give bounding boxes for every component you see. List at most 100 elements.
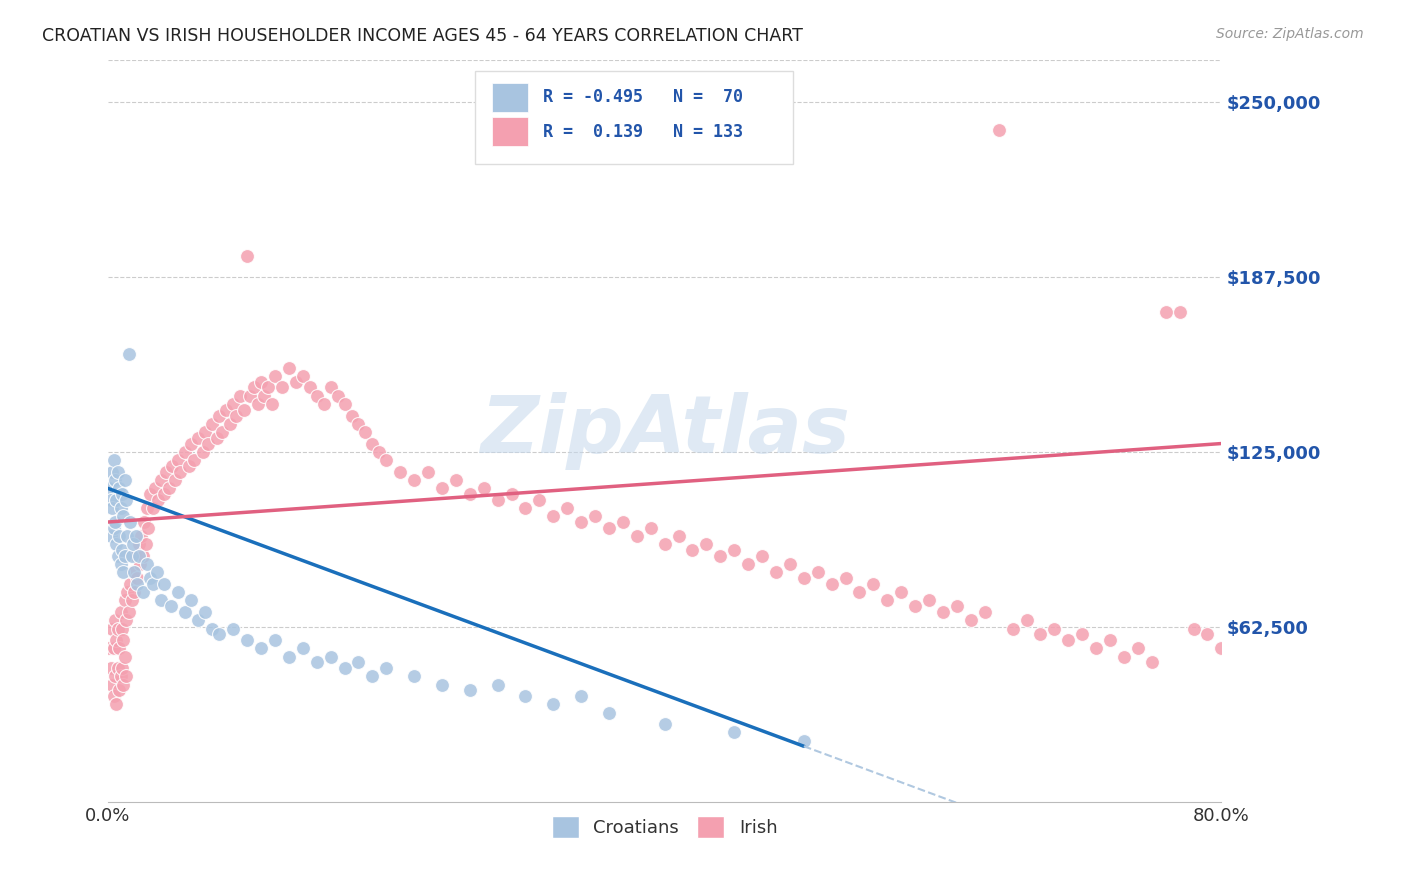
Point <box>319 380 342 394</box>
Point <box>243 380 266 394</box>
Point <box>208 627 231 641</box>
Point <box>319 649 342 664</box>
Point <box>247 397 270 411</box>
Point <box>141 501 163 516</box>
Point <box>959 613 981 627</box>
Point <box>555 501 578 516</box>
Point <box>932 605 955 619</box>
Point <box>598 521 620 535</box>
Point <box>132 549 155 563</box>
Point <box>1098 632 1121 647</box>
Point <box>122 537 145 551</box>
Text: ZipAtlas: ZipAtlas <box>479 392 849 470</box>
Point <box>583 509 606 524</box>
Point <box>112 677 135 691</box>
Point <box>709 549 731 563</box>
Point <box>115 669 138 683</box>
Point <box>104 473 127 487</box>
Point <box>723 543 745 558</box>
Point <box>1057 632 1080 647</box>
Point <box>361 669 384 683</box>
Point <box>127 576 149 591</box>
Point <box>1001 622 1024 636</box>
Point <box>163 473 186 487</box>
Point <box>132 585 155 599</box>
Point <box>262 397 284 411</box>
Point <box>191 445 214 459</box>
Point <box>333 661 356 675</box>
Point <box>569 515 592 529</box>
Point <box>136 557 159 571</box>
Point <box>112 566 135 580</box>
Point <box>114 649 136 664</box>
Point <box>291 369 314 384</box>
Point <box>183 453 205 467</box>
Point <box>1015 613 1038 627</box>
Point <box>100 529 122 543</box>
Point <box>515 501 537 516</box>
Point <box>138 521 160 535</box>
Point <box>1071 627 1094 641</box>
Point <box>1168 305 1191 319</box>
Point <box>110 501 132 516</box>
Point <box>375 661 398 675</box>
Point <box>765 566 787 580</box>
Point <box>112 509 135 524</box>
Point <box>194 425 217 440</box>
Point <box>104 515 127 529</box>
Point <box>187 613 209 627</box>
Point <box>430 482 453 496</box>
Point <box>626 529 648 543</box>
Point <box>458 487 481 501</box>
Point <box>1085 641 1108 656</box>
Point <box>264 632 287 647</box>
Point <box>205 431 228 445</box>
Text: CROATIAN VS IRISH HOUSEHOLDER INCOME AGES 45 - 64 YEARS CORRELATION CHART: CROATIAN VS IRISH HOUSEHOLDER INCOME AGE… <box>42 27 803 45</box>
Point <box>111 622 134 636</box>
Point <box>157 482 180 496</box>
Point <box>389 465 412 479</box>
Point <box>201 417 224 431</box>
Point <box>105 697 128 711</box>
Point <box>187 431 209 445</box>
Point <box>225 409 247 423</box>
Point <box>108 683 131 698</box>
Point <box>128 549 150 563</box>
Point <box>107 661 129 675</box>
Point <box>486 492 509 507</box>
Point <box>682 543 704 558</box>
Point <box>723 725 745 739</box>
Point <box>115 492 138 507</box>
Point <box>103 641 125 656</box>
Point <box>180 593 202 607</box>
Point <box>472 482 495 496</box>
Point <box>821 576 844 591</box>
Point <box>347 655 370 669</box>
Point <box>326 389 349 403</box>
Point <box>118 347 141 361</box>
Point <box>543 509 565 524</box>
Point <box>890 585 912 599</box>
Point <box>239 389 262 403</box>
Point <box>305 389 328 403</box>
Bar <box>492 117 527 146</box>
Point <box>177 458 200 473</box>
Point <box>834 571 856 585</box>
FancyBboxPatch shape <box>475 70 793 163</box>
Point <box>134 515 156 529</box>
Point <box>111 661 134 675</box>
Point <box>987 122 1010 136</box>
Point <box>127 571 149 585</box>
Point <box>236 632 259 647</box>
Point <box>501 487 523 501</box>
Legend: Croatians, Irish: Croatians, Irish <box>544 809 785 846</box>
Point <box>264 369 287 384</box>
Point <box>138 571 160 585</box>
Point <box>807 566 830 580</box>
Point <box>149 593 172 607</box>
Point <box>169 465 191 479</box>
Point <box>946 599 969 613</box>
Point <box>125 529 148 543</box>
Point <box>146 492 169 507</box>
Point <box>159 599 181 613</box>
